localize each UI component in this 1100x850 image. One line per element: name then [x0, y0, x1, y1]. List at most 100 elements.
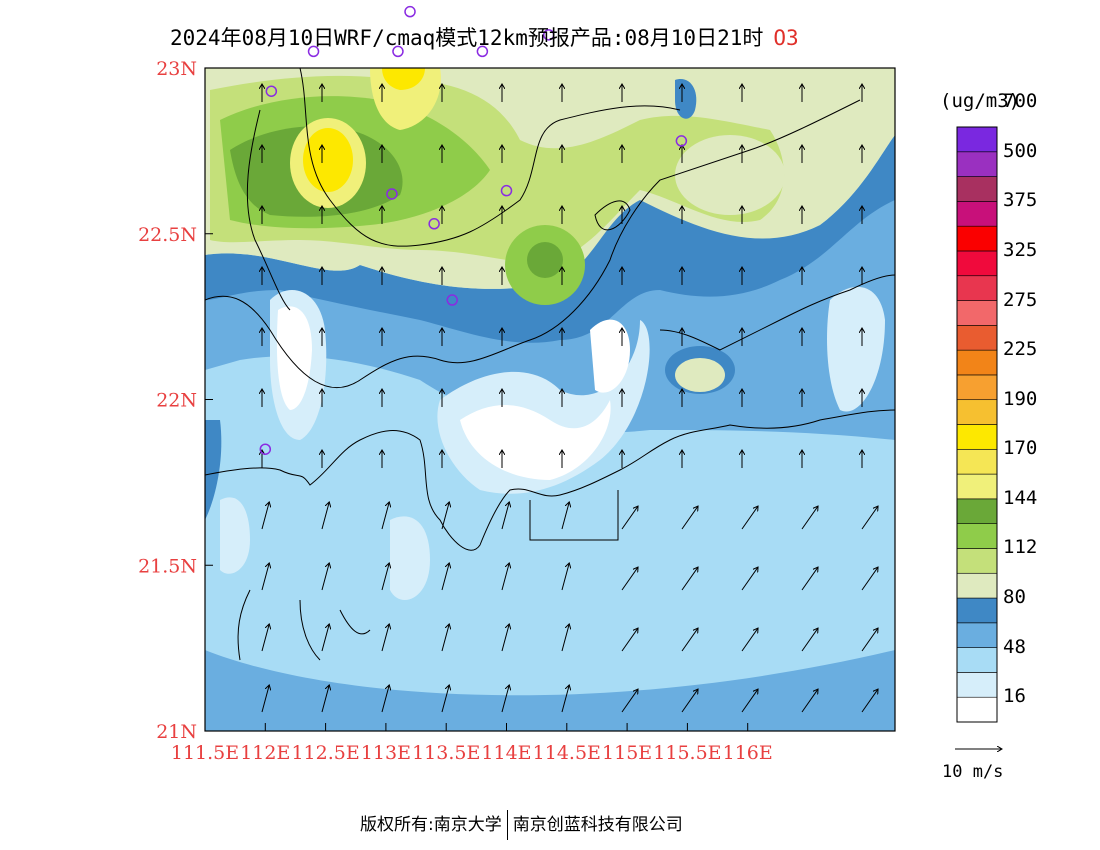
wind-arrow: [501, 685, 509, 713]
colorbar-label: 275: [1003, 288, 1038, 311]
colorbar-legend: [956, 126, 998, 723]
colorbar-label: 375: [1003, 189, 1038, 212]
chart-title: 2024年08月10日WRF/cmaq模式12km预报产品:08月10日21时 O…: [170, 22, 799, 52]
footer-divider: [506, 810, 508, 840]
wind-arrow: [381, 563, 389, 591]
wind-arrow: [321, 624, 329, 652]
colorbar-swatch: [956, 597, 998, 624]
colorbar-label: 500: [1003, 139, 1038, 162]
station-marker: [428, 218, 440, 230]
lon-tick-label: 114.5E: [533, 742, 601, 764]
colorbar-swatch: [956, 325, 998, 351]
title-text: 2024年08月10日WRF/cmaq模式12km预报产品:08月10日21时: [170, 26, 764, 50]
colorbar-label: 48: [1003, 635, 1026, 658]
station-marker: [675, 135, 688, 147]
colorbar-swatch: [956, 696, 998, 723]
wind-arrow: [441, 685, 449, 713]
wind-arrow: [861, 628, 878, 652]
station-marker: [259, 443, 272, 455]
lat-tick-label: 22.5N: [138, 224, 197, 246]
wind-arrow: [561, 502, 569, 530]
wind-arrow: [861, 689, 878, 713]
station-marker: [500, 184, 513, 197]
wind-arrow: [801, 567, 818, 591]
monitoring-stations: [259, 5, 688, 455]
colorbar-unit: (ug/m3): [940, 90, 1021, 112]
wind-arrow: [861, 506, 878, 530]
wind-arrow: [741, 506, 758, 530]
wind-arrow: [801, 689, 818, 713]
colorbar-label: 112: [1003, 536, 1038, 559]
colorbar-label: 190: [1003, 387, 1038, 410]
colorbar-swatch: [956, 473, 998, 500]
wind-arrow: [321, 502, 329, 530]
station-marker: [265, 85, 278, 97]
colorbar-label: 144: [1003, 486, 1038, 509]
wind-arrow: [741, 689, 758, 713]
colorbar-label: 80: [1003, 586, 1026, 609]
wind-arrow: [501, 563, 509, 591]
wind-arrow: [441, 624, 449, 652]
colorbar-swatch: [956, 622, 998, 648]
lon-tick-label: 114E: [481, 742, 531, 764]
colorbar-swatch: [956, 548, 998, 574]
colorbar-swatch: [956, 448, 998, 475]
colorbar-label: 225: [1003, 338, 1038, 361]
longitude-axis: 111.5E 112E 112.5E 113E 113.5E 114E 114.5E 115E…: [171, 723, 773, 764]
station-marker: [392, 45, 404, 58]
colorbar-label: 325: [1003, 238, 1038, 261]
colorbar-label: 700: [1003, 90, 1038, 113]
wind-arrow: [741, 628, 758, 652]
colorbar-swatch: [956, 126, 998, 153]
wind-arrow: [381, 624, 389, 652]
lat-tick-label: 22N: [156, 390, 197, 412]
wind-vector-field: [261, 84, 878, 713]
colorbar-swatch: [956, 225, 998, 252]
station-marker: [386, 188, 398, 200]
coastline-boundaries: [205, 68, 895, 661]
wind-arrow: [561, 685, 569, 713]
wind-arrow: [501, 502, 509, 530]
colorbar-label: 170: [1003, 437, 1038, 460]
wind-arrow: [441, 563, 449, 591]
colorbar-swatch: [956, 201, 998, 227]
wind-reference-label: 10 m/s: [942, 762, 1004, 782]
wind-arrow: [681, 689, 698, 713]
colorbar-swatch: [956, 572, 998, 599]
wind-arrow: [681, 567, 698, 591]
lon-tick-label: 112E: [240, 742, 290, 764]
colorbar-swatch: [956, 176, 998, 202]
colorbar-label: 16: [1003, 685, 1026, 708]
wind-arrow: [621, 506, 638, 530]
wind-arrow: [381, 685, 389, 713]
lon-tick-label: 113E: [361, 742, 411, 764]
station-marker: [307, 45, 320, 58]
wind-arrow: [321, 685, 329, 713]
wind-arrow: [561, 563, 569, 591]
lat-tick-label: 23N: [156, 58, 197, 80]
wind-arrow: [261, 563, 269, 591]
colorbar-frame: [956, 126, 998, 723]
lat-tick-label: 21.5N: [138, 555, 197, 577]
lon-tick-label: 115.5E: [653, 742, 721, 764]
lon-tick-label: 116E: [723, 742, 773, 764]
wind-arrow: [261, 502, 269, 530]
wind-arrow: [501, 624, 509, 652]
wind-arrow: [621, 628, 638, 652]
lon-tick-label: 112.5E: [291, 742, 359, 764]
wind-arrow: [261, 624, 269, 652]
wind-arrow: [321, 563, 329, 591]
lat-tick-label: 21N: [156, 721, 197, 743]
colorbar-swatch: [956, 300, 998, 326]
lon-tick-label: 111.5E: [171, 742, 239, 764]
wind-arrow: [561, 624, 569, 652]
lon-tick-label: 115E: [602, 742, 652, 764]
colorbar-swatch: [956, 349, 998, 376]
wind-arrow: [261, 685, 269, 713]
species-label: O3: [773, 26, 799, 50]
wind-arrow: [801, 506, 818, 530]
colorbar-swatch: [956, 151, 998, 177]
copyright-footer: 版权所有:南京大学 南京创蓝科技有限公司: [360, 810, 683, 840]
colorbar-swatch: [956, 498, 998, 524]
